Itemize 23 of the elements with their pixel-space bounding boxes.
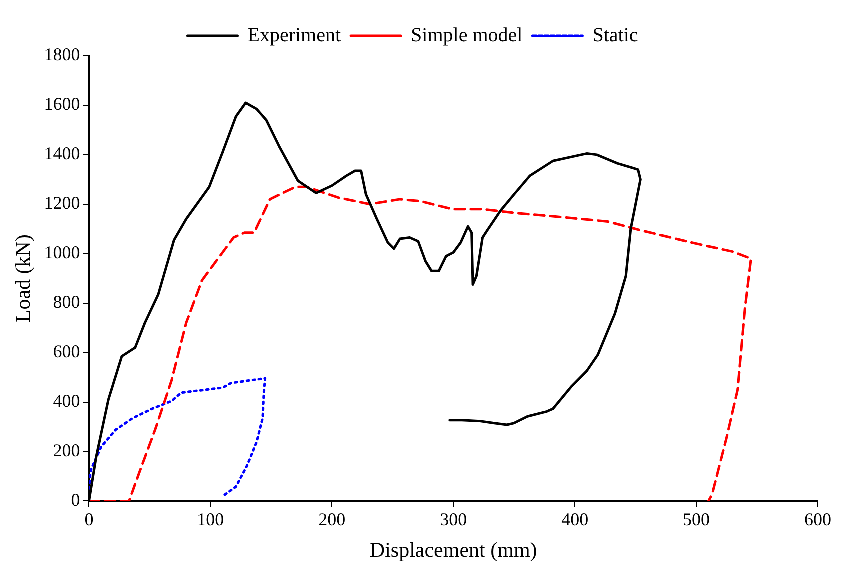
y-tick-label: 1600: [44, 94, 80, 114]
y-tick-label: 1800: [44, 44, 80, 65]
y-tick-label: 0: [71, 490, 80, 510]
x-tick-label: 500: [683, 510, 710, 530]
y-tick-label: 400: [53, 391, 80, 411]
y-tick-label: 1200: [44, 193, 80, 214]
x-tick-label: 600: [804, 510, 832, 530]
y-tick-label: 1000: [44, 242, 80, 263]
y-tick-label: 1400: [44, 144, 80, 164]
line-series: [89, 186, 752, 502]
x-tick-label: 400: [562, 510, 589, 530]
legend-label: Simple model: [411, 24, 524, 46]
y-tick-label: 200: [53, 440, 80, 460]
y-tick-label: 600: [53, 342, 80, 362]
y-axis-title: Load (kN): [11, 234, 36, 323]
x-axis-title: Displacement (mm): [370, 538, 538, 562]
x-tick-label: 100: [197, 510, 224, 530]
x-tick-label: 200: [318, 510, 346, 530]
legend-label: Experiment: [248, 24, 342, 46]
x-tick-label: 0: [84, 510, 94, 530]
legend-label: Static: [592, 24, 638, 46]
y-tick-label: 800: [53, 292, 80, 312]
x-tick-label: 300: [440, 510, 468, 530]
